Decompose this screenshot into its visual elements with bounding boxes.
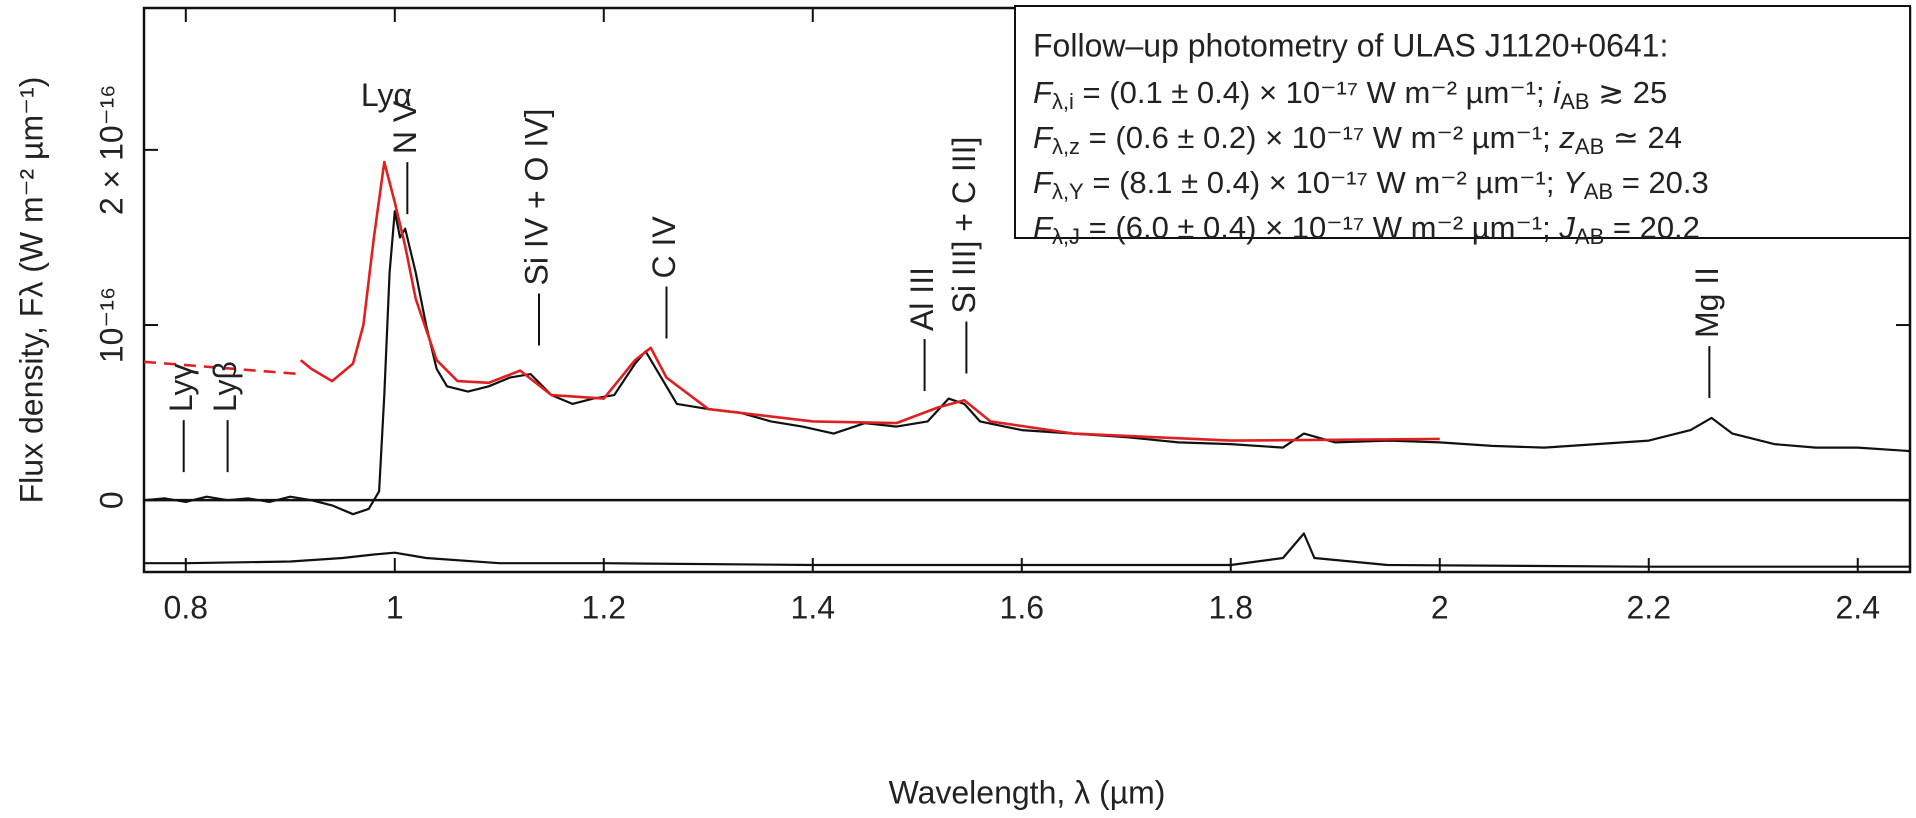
line-label: Lyβ [207,361,243,412]
photometry-part: = 20.2 [1604,210,1700,245]
photometry-part: AB [1584,179,1613,204]
line-label: Lyγ [163,364,199,413]
photometry-part: = (0.6 ± 0.2) × 10⁻¹⁷ W m⁻² µm⁻¹; [1080,120,1559,155]
photometry-line: Fλ,z = (0.6 ± 0.2) × 10⁻¹⁷ W m⁻² µm⁻¹; z… [1033,120,1682,159]
x-tick-label: 1.4 [791,589,835,625]
photometry-part: λ,i [1052,89,1074,114]
photometry-part: F [1033,210,1054,245]
photometry-title: Follow–up photometry of ULAS J1120+0641: [1033,27,1668,63]
photometry-part: = (8.1 ± 0.4) × 10⁻¹⁷ W m⁻² µm⁻¹; [1084,165,1563,200]
line-label: Si IV + O IV] [518,109,554,286]
y-axis-label: Flux density, Fλ (W m⁻² µm⁻¹) [13,77,49,504]
photometry-part: z [1558,120,1575,155]
photometry-part: λ,z [1052,134,1080,159]
photometry-part: i [1553,75,1561,110]
photometry-part: AB [1575,224,1604,249]
spectrum-line [143,210,1911,516]
x-tick-label: 1.6 [1000,589,1044,625]
x-tick-label: 1 [386,589,404,625]
photometry-part: F [1033,75,1054,110]
photometry-part: = (6.0 ± 0.4) × 10⁻¹⁷ W m⁻² µm⁻¹; [1080,210,1559,245]
x-tick-label: 2 [1431,589,1449,625]
x-tick-label: 1.8 [1209,589,1253,625]
photometry-part: AB [1575,134,1604,159]
photometry-part: Y [1563,165,1586,200]
line-label: Lyα [361,77,412,113]
photometry-line: Fλ,J = (6.0 ± 0.4) × 10⁻¹⁷ W m⁻² µm⁻¹; J… [1033,210,1700,249]
photometry-part: = (0.1 ± 0.4) × 10⁻¹⁷ W m⁻² µm⁻¹; [1074,75,1553,110]
photometry-part: ≳ 25 [1590,75,1668,110]
spectrum-line [144,532,1910,568]
photometry-part: ≃ 24 [1604,120,1682,155]
photometry-frame [1014,5,1911,239]
spectrum-line [143,360,301,376]
line-label: C IV [646,216,682,279]
photometry-part: J [1558,210,1575,245]
y-tick-label: 0 [93,491,129,509]
x-tick-label: 2.2 [1627,589,1671,625]
y-tick-label: 10⁻¹⁶ [93,287,129,363]
photometry-line: Fλ,i = (0.1 ± 0.4) × 10⁻¹⁷ W m⁻² µm⁻¹; i… [1033,75,1667,114]
spectrum-line [299,160,1440,442]
x-tick-label: 2.4 [1836,589,1880,625]
x-tick-label: 0.8 [164,589,208,625]
photometry-part: F [1033,120,1054,155]
photometry-part: λ,Y [1052,179,1084,204]
line-label: Si III] + C III] [946,137,982,314]
y-tick-label: 2 × 10⁻¹⁶ [93,85,129,216]
line-label: N V [387,100,423,154]
line-label: Mg II [1689,267,1725,338]
x-tick-label: 1.2 [582,589,626,625]
photometry-part: λ,J [1052,224,1080,249]
photometry-part: F [1033,165,1054,200]
line-label: Al III [904,267,940,331]
photometry-part: = 20.3 [1613,165,1709,200]
x-axis-label: Wavelength, λ (µm) [889,774,1166,810]
photometry-part: AB [1560,89,1589,114]
photometry-box: Follow–up photometry of ULAS J1120+0641:… [1014,5,1911,249]
photometry-line: Fλ,Y = (8.1 ± 0.4) × 10⁻¹⁷ W m⁻² µm⁻¹; Y… [1033,165,1709,204]
